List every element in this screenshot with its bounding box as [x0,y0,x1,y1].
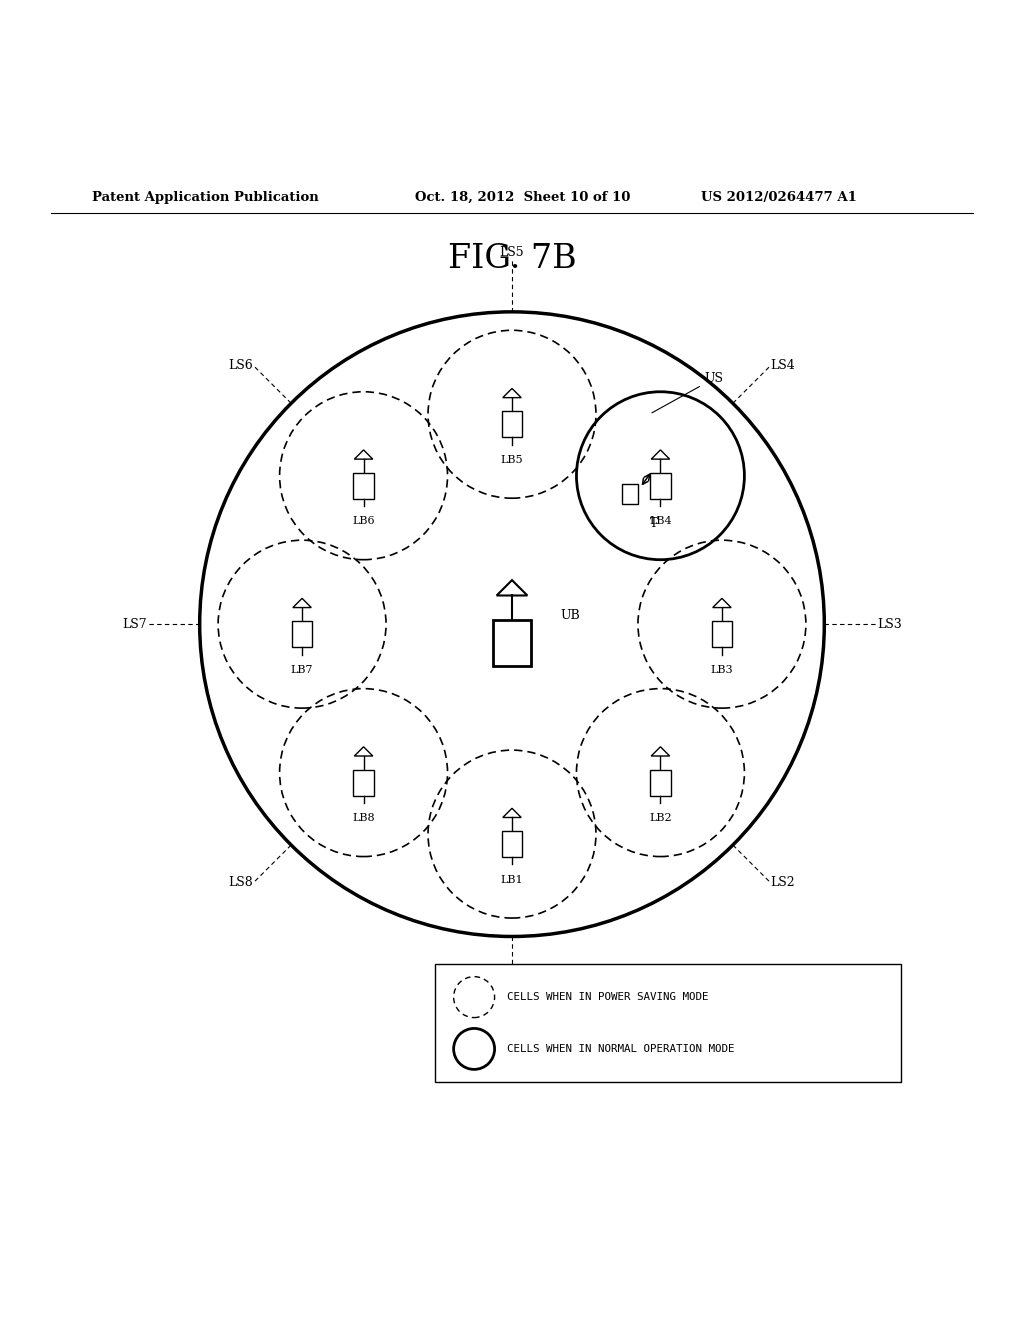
Bar [353,473,374,499]
Text: US 2012/0264477 A1: US 2012/0264477 A1 [701,191,857,205]
Text: LB1: LB1 [501,875,523,884]
Bar [353,770,374,796]
Text: LS4: LS4 [770,359,796,372]
Bar [712,622,732,647]
Text: T: T [650,516,658,529]
Text: LS1: LS1 [500,990,524,1003]
Bar [292,622,312,647]
Bar [650,770,671,796]
Bar [502,832,522,857]
Polygon shape [497,579,527,595]
Polygon shape [713,598,731,607]
Text: LS6: LS6 [228,359,254,372]
Text: Patent Application Publication: Patent Application Publication [92,191,318,205]
Polygon shape [503,808,521,817]
FancyBboxPatch shape [435,964,901,1082]
Text: LB7: LB7 [291,665,313,675]
Text: FIG. 7B: FIG. 7B [447,243,577,276]
Polygon shape [354,747,373,756]
Text: UB: UB [560,610,580,623]
Text: LS7: LS7 [122,618,146,631]
Text: CELLS WHEN IN NORMAL OPERATION MODE: CELLS WHEN IN NORMAL OPERATION MODE [507,1044,734,1053]
Text: LS8: LS8 [228,876,254,890]
Polygon shape [354,450,373,459]
Text: LB8: LB8 [352,813,375,824]
Text: LB4: LB4 [649,516,672,527]
Text: Oct. 18, 2012  Sheet 10 of 10: Oct. 18, 2012 Sheet 10 of 10 [415,191,630,205]
Text: LS5: LS5 [500,246,524,259]
Text: US: US [705,372,724,385]
Text: LS3: LS3 [878,618,902,631]
Polygon shape [651,747,670,756]
Bar [650,473,671,499]
Bar [622,484,638,504]
Text: LS2: LS2 [770,876,795,890]
Bar [493,620,531,667]
Polygon shape [293,598,311,607]
Text: LB2: LB2 [649,813,672,824]
Text: LB5: LB5 [501,455,523,465]
Text: LB6: LB6 [352,516,375,527]
Polygon shape [651,450,670,459]
Text: CELLS WHEN IN POWER SAVING MODE: CELLS WHEN IN POWER SAVING MODE [507,993,709,1002]
Text: LB3: LB3 [711,665,733,675]
Bar [502,412,522,437]
Polygon shape [503,388,521,397]
